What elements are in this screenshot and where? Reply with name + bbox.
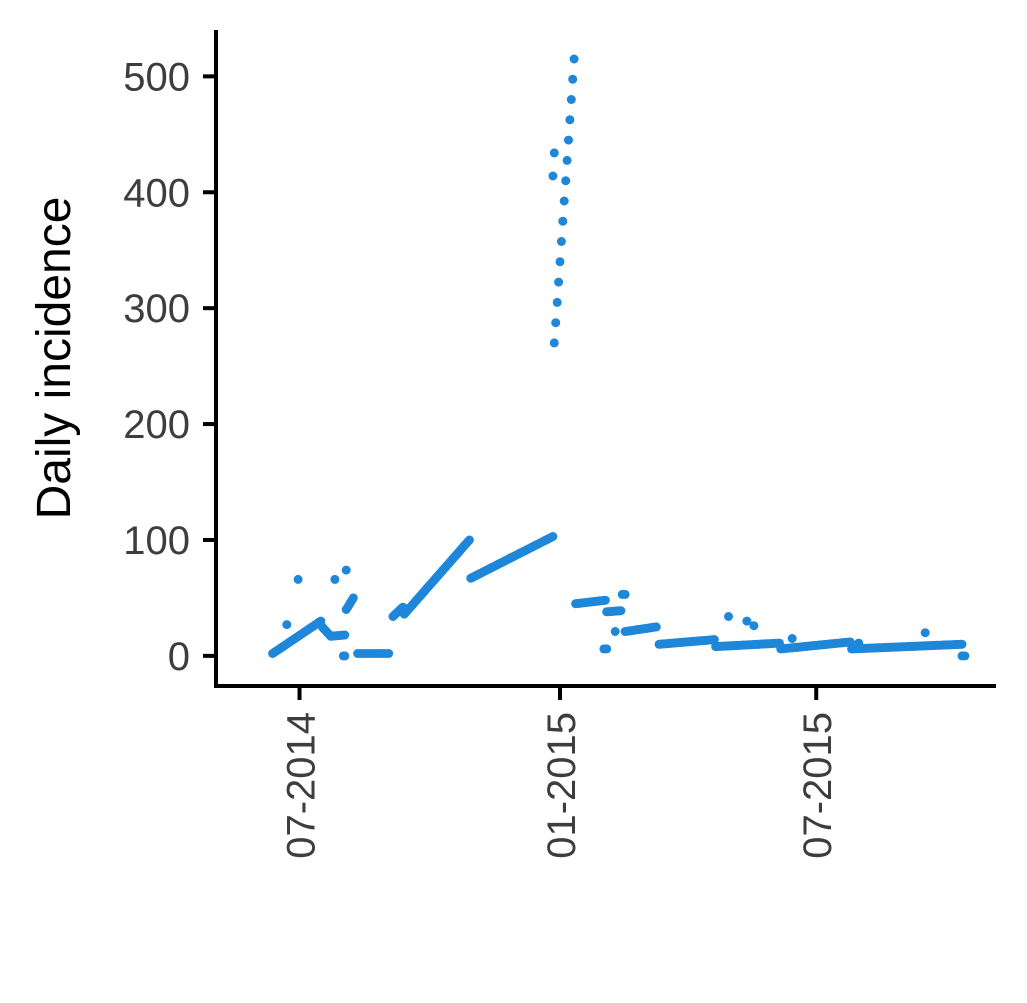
data-point (651, 622, 661, 632)
data-point (330, 574, 340, 584)
data-point (566, 95, 576, 104)
data-point (551, 318, 561, 328)
data-point (610, 627, 620, 636)
data-point (568, 74, 578, 84)
y-tick-label: 500 (123, 55, 190, 99)
y-tick-label: 400 (123, 171, 190, 215)
data-point (548, 171, 558, 181)
data-point (749, 621, 759, 631)
y-axis-title: Daily incidence (28, 197, 81, 520)
data-point (549, 338, 559, 348)
data-point (552, 297, 562, 307)
data-points (268, 54, 970, 661)
data-point (620, 589, 630, 599)
data-point (558, 216, 568, 226)
data-point (854, 638, 864, 648)
data-point (340, 630, 350, 640)
data-point (600, 595, 610, 605)
data-point (920, 628, 930, 638)
x-tick-label: 01-2015 (540, 712, 584, 859)
data-point (569, 54, 579, 64)
data-point (565, 115, 575, 125)
data-point (562, 155, 572, 165)
data-point (464, 535, 474, 545)
data-point (556, 237, 566, 246)
data-point (549, 148, 559, 158)
data-point (384, 649, 394, 658)
data-point (616, 606, 626, 616)
data-point (960, 651, 970, 661)
data-point (282, 620, 292, 630)
y-tick-label: 200 (123, 403, 190, 447)
data-point (341, 565, 351, 575)
data-point (709, 635, 719, 645)
y-tick-label: 0 (168, 635, 190, 679)
x-axis-ticks: 07-2014 01-2015 07-2015 (280, 686, 840, 859)
data-point (548, 532, 558, 541)
data-point (724, 612, 733, 621)
data-point (602, 644, 612, 654)
data-point (340, 651, 350, 661)
y-tick-label: 100 (123, 519, 190, 563)
data-point (348, 593, 358, 603)
data-point (293, 574, 303, 584)
data-point (845, 637, 855, 647)
data-point (555, 257, 565, 267)
data-point (559, 196, 569, 206)
data-point (787, 634, 797, 643)
data-point (561, 176, 571, 186)
data-point (564, 135, 573, 145)
x-tick-label: 07-2014 (280, 712, 324, 859)
data-point (554, 277, 564, 287)
y-tick-label: 300 (123, 287, 190, 331)
y-axis-ticks: 0 100 200 300 400 500 (123, 55, 216, 679)
data-point (742, 616, 752, 626)
data-point (957, 639, 967, 649)
x-tick-label: 07-2015 (796, 712, 840, 859)
